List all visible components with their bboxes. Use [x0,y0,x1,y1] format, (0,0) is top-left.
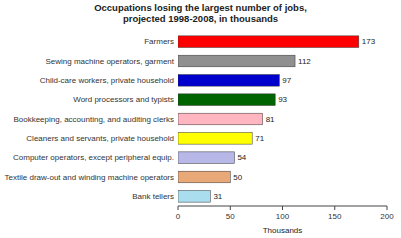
x-tick-label: 200 [380,212,394,221]
x-tick-label: 150 [328,212,342,221]
category-label: Cleaners and servants, private household [26,134,174,143]
bar [178,171,230,183]
title: Occupations losing the largest number of… [94,2,307,24]
data-label: 54 [237,153,246,162]
x-tick [387,206,388,210]
bar [178,36,359,48]
category-label: Child-care workers, private household [40,76,174,85]
category-label: Bookkeeping, accounting, and auditing cl… [13,115,174,124]
data-label: 112 [298,57,311,66]
x-tick [282,206,283,210]
bar [178,191,210,203]
x-tick-label: 100 [276,212,290,221]
data-label: 81 [266,115,275,124]
x-tick-label: 0 [176,212,181,221]
data-label: 173 [362,37,376,46]
title-line: Occupations losing the largest number of… [94,2,307,13]
x-tick [178,206,179,210]
data-label: 97 [282,76,291,85]
category-label: Farmers [144,37,174,46]
title-line: projected 1998-2008, in thousands [123,13,278,24]
bar [178,75,279,87]
category-label: Word processors and typists [73,95,174,104]
y-tick-labels: Bank tellers Textile draw-out and winding… [5,37,175,201]
x-axis: 0 50 100 150 200 [176,206,394,221]
data-label: 93 [278,95,287,104]
bar [178,94,275,106]
category-label: Textile draw-out and winding machine ope… [5,173,174,182]
bar [178,113,263,125]
x-axis-label: Thousands [263,226,303,235]
x-tick [334,206,335,210]
bar [178,133,252,145]
data-label: 50 [233,173,242,182]
bar [178,55,295,67]
data-label: 31 [213,192,222,201]
x-tick [230,206,231,210]
category-label: Sewing machine operators, garment [45,57,174,66]
category-label: Bank tellers [132,192,174,201]
x-tick-label: 50 [226,212,235,221]
bar [178,152,234,164]
data-label: 71 [255,134,264,143]
category-label: Computer operators, except peripheral eq… [13,153,174,162]
chart: Bank tellers Textile draw-out and winding… [0,0,401,238]
data-labels: 31 50 54 71 81 93 97 112 173 [213,37,375,201]
bars [178,36,359,202]
